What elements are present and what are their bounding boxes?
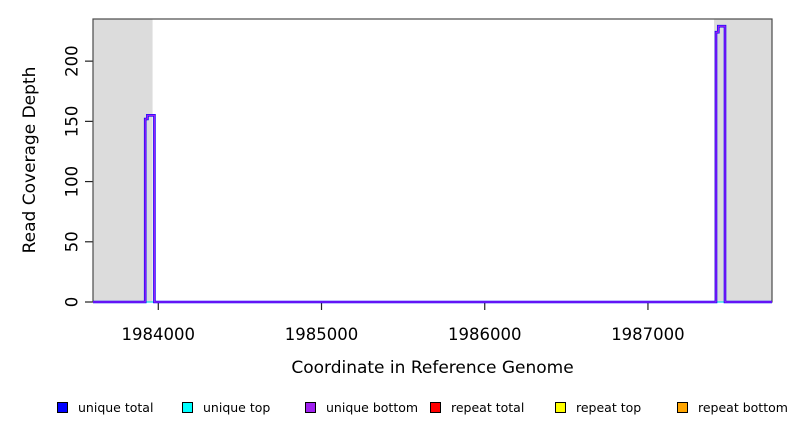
legend-item-unique-total: unique total [57, 398, 153, 416]
legend-item-label: unique top [203, 399, 271, 415]
legend-item-repeat-bottom: repeat bottom [677, 398, 788, 416]
repeat-total-swatch-icon [430, 401, 441, 413]
unique-total-swatch-icon [57, 401, 68, 413]
unique-bottom-swatch-icon [305, 401, 316, 413]
legend-item-repeat-top: repeat top [555, 398, 641, 416]
plot-border [92, 18, 773, 303]
x-axis-title: Coordinate in Reference Genome [291, 358, 574, 378]
legend-item-label: repeat top [576, 399, 642, 415]
legend-item-unique-bottom: unique bottom [305, 398, 418, 416]
shaded-region-off-scale-right [714, 19, 772, 302]
repeat-top-swatch-icon [555, 401, 566, 413]
y-tick-label: 50 [63, 231, 82, 252]
legend-item-label: repeat total [451, 399, 525, 415]
x-tick-label: 1984000 [122, 325, 196, 344]
coverage-line-unique-bottom [93, 25, 772, 303]
y-axis-title: Read Coverage Depth [20, 66, 40, 254]
legend-item-repeat-total: repeat total [430, 398, 524, 416]
coverage-line-unique-total [93, 24, 772, 304]
repeat-bottom-swatch-icon [677, 401, 688, 413]
legend-item-label: repeat bottom [698, 399, 788, 415]
y-tick-label: 150 [63, 106, 82, 137]
unique-top-swatch-icon [182, 401, 193, 413]
x-tick-label: 1986000 [448, 325, 522, 344]
y-tick-label: 100 [63, 166, 82, 198]
x-tick-label: 1987000 [611, 325, 685, 344]
legend-item-unique-top: unique top [182, 398, 270, 416]
legend-item-label: unique bottom [326, 399, 419, 415]
shaded-region-off-scale-left [93, 19, 153, 302]
y-tick-label: 0 [63, 297, 82, 308]
x-tick-label: 1985000 [285, 325, 359, 344]
y-tick-label: 200 [63, 45, 82, 77]
legend-item-label: unique total [78, 399, 154, 415]
legend: unique total unique top unique bottom re… [0, 398, 792, 420]
